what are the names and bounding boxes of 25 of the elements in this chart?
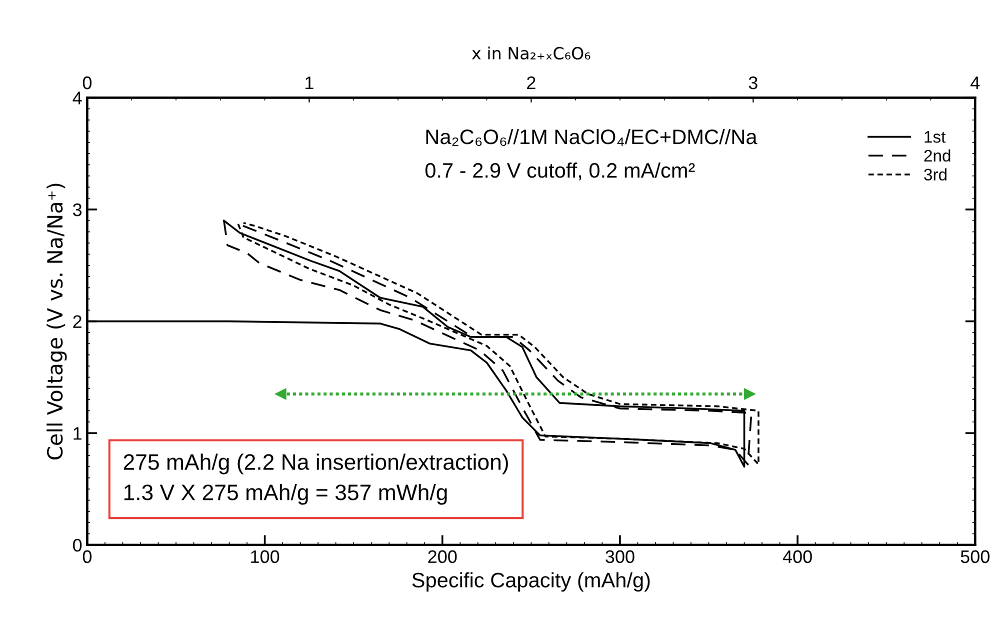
- y-tick-label: 4: [72, 92, 82, 104]
- x-tick-label: 500: [960, 550, 990, 564]
- x2-tick-label: 2: [527, 76, 536, 90]
- x2-axis-title: x in Na₂₊ₓC₆O₆: [472, 46, 590, 60]
- x2-tick-label: 1: [306, 76, 314, 90]
- x-axis-title: Specific Capacity (mAh/g): [412, 572, 650, 592]
- y-tick-label: 1: [74, 427, 82, 440]
- y-tick-label: 2: [73, 315, 82, 328]
- y-axis-title: Cell Voltage (V vs. Na/Na⁺): [46, 184, 67, 460]
- annotation: Na₂C₆O₆//1M NaClO₄/EC+DMC//Na: [426, 128, 758, 146]
- x-tick-label: 400: [782, 550, 812, 564]
- x2-tick-label: 4: [970, 76, 980, 90]
- x-tick-label: 200: [428, 550, 457, 564]
- x-tick-label: 0: [82, 550, 92, 564]
- x2-tick-label: 0: [82, 76, 92, 90]
- y-tick-label: 3: [72, 203, 82, 216]
- x-tick-label: 300: [606, 550, 634, 564]
- legend-label: 1st: [924, 131, 946, 143]
- annotation: 0.7 - 2.9 V cutoff, 0.2 mA/cm²: [425, 162, 695, 180]
- y-tick-label: 0: [73, 538, 82, 552]
- annotation: 275 mAh/g (2.2 Na insertion/extraction) 1.3 V X 275 mAh/g = 357 mWh/g: [124, 454, 508, 505]
- legend-label: 2nd: [924, 149, 950, 162]
- legend-label: 3rd: [924, 168, 946, 181]
- x-tick-label: 100: [251, 550, 280, 564]
- x2-tick-label: 3: [748, 76, 758, 90]
